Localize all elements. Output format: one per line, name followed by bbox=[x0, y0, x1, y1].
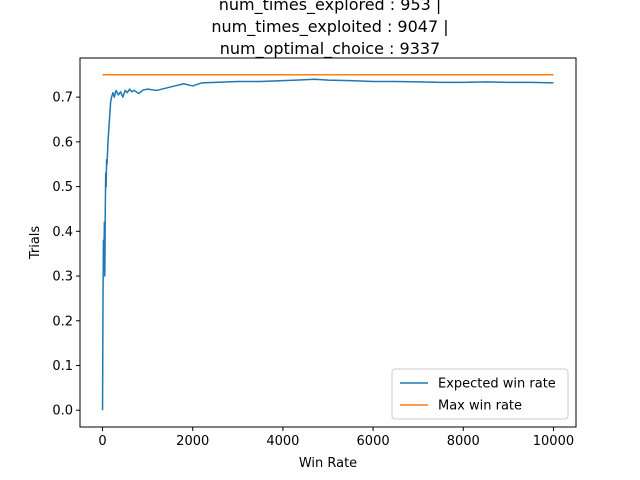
y-tick-label: 0.2 bbox=[52, 314, 73, 329]
legend-box bbox=[391, 368, 569, 420]
chart-title-line: num_optimal_choice : 9337 bbox=[220, 39, 440, 59]
y-tick-label: 0.4 bbox=[52, 225, 73, 240]
x-axis-ticks: 0 2000 4000 6000 8000 10000 bbox=[98, 427, 574, 449]
y-axis-ticks: 0.0 0.1 0.2 0.3 0.4 0.5 0.6 0.7 bbox=[52, 91, 80, 419]
chart-title-line: num_times_explored : 953 | bbox=[219, 0, 442, 15]
y-tick-label: 0.1 bbox=[52, 359, 73, 374]
x-tick-label: 4000 bbox=[266, 434, 299, 449]
legend: Expected win rate Max win rate bbox=[391, 368, 569, 420]
y-axis-label: Trials bbox=[28, 226, 43, 261]
y-tick-label: 0.5 bbox=[52, 180, 73, 195]
y-tick-label: 0.6 bbox=[52, 135, 73, 150]
x-tick-label: 0 bbox=[98, 434, 106, 449]
y-tick-label: 0.7 bbox=[52, 91, 73, 106]
chart-title-line: num_times_exploited : 9047 | bbox=[211, 17, 448, 37]
plot-series bbox=[101, 74, 554, 411]
series-line-expected-win-rate bbox=[101, 78, 554, 411]
y-tick-label: 0.3 bbox=[52, 270, 73, 285]
x-tick-label: 2000 bbox=[176, 434, 209, 449]
legend-entry-label: Expected win rate bbox=[438, 377, 556, 392]
legend-entry-label: Max win rate bbox=[438, 399, 522, 414]
plot-area-frame bbox=[79, 57, 577, 428]
chart-title: num_times_explored : 953 | num_times_expl… bbox=[211, 0, 448, 59]
x-tick-label: 8000 bbox=[447, 434, 480, 449]
x-tick-label: 6000 bbox=[357, 434, 390, 449]
x-axis-label: Win Rate bbox=[299, 456, 357, 471]
x-tick-label: 10000 bbox=[533, 434, 574, 449]
y-tick-label: 0.0 bbox=[52, 404, 73, 419]
